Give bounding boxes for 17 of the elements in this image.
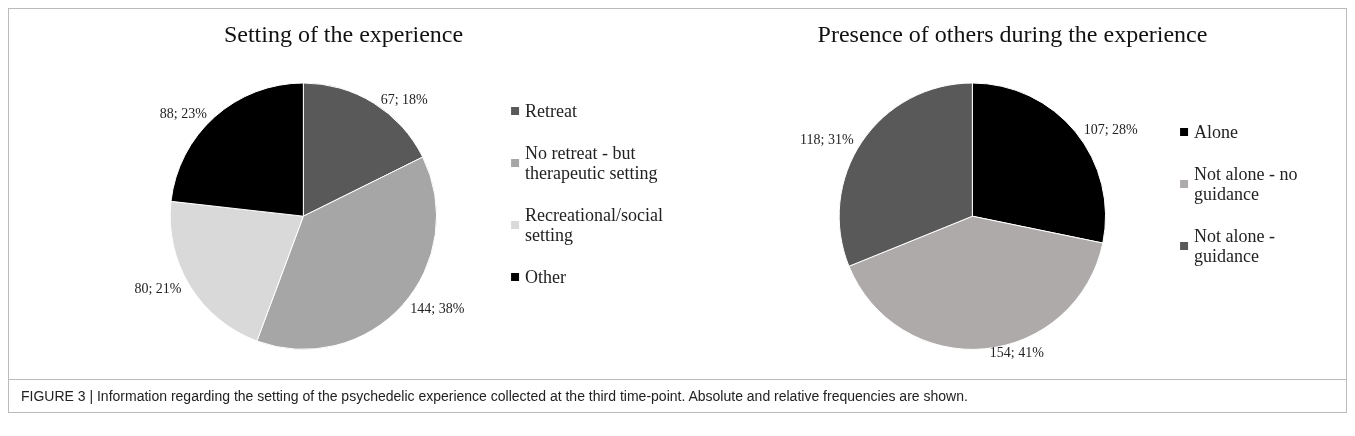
caption: FIGURE 3 | Information regarding the setting of the psychedelic experience collected at the third time-point. Absolute and relative frequencies are shown.: [8, 379, 1347, 413]
data-label: 118; 31%: [799, 132, 854, 148]
data-label: 67; 18%: [380, 92, 429, 108]
data-label: 144; 38%: [410, 300, 465, 316]
legend-label: Not alone - guidance: [1193, 226, 1275, 266]
legend-label: Other: [525, 267, 567, 287]
legend-label: Recreational/social setting: [525, 205, 663, 245]
legend-label: Retreat: [525, 101, 578, 121]
chart-title: Setting of the experience: [223, 21, 464, 47]
legend-label: Alone: [1193, 122, 1238, 142]
data-label: 154; 41%: [989, 345, 1044, 361]
data-label: 88; 23%: [159, 106, 208, 122]
data-label: 107; 28%: [1083, 122, 1138, 138]
legend-label: No retreat - but therapeutic setting: [525, 143, 658, 183]
legend-label: Not alone - no guidance: [1193, 164, 1298, 204]
data-label: 80; 21%: [134, 280, 182, 296]
chart-title: Presence of others during the experience: [817, 21, 1207, 47]
